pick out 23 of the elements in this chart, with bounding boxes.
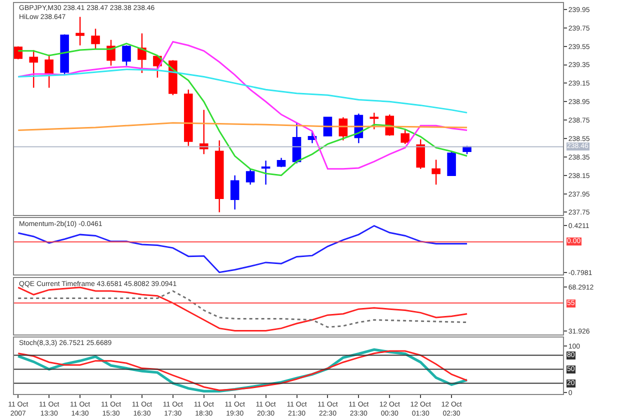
candlestick (416, 138, 425, 170)
candlestick (447, 150, 456, 176)
line-series (17, 68, 468, 114)
candlestick (184, 89, 193, 146)
candlestick (168, 60, 178, 96)
line-series (17, 122, 468, 131)
candlestick (29, 49, 38, 88)
candlestick (230, 174, 240, 210)
candlestick (432, 159, 440, 186)
candlestick (261, 160, 270, 186)
candlestick (106, 39, 116, 66)
candlestick (276, 157, 286, 168)
candlestick (214, 140, 224, 213)
candlestick (246, 168, 255, 186)
candlestick (44, 54, 54, 88)
candlestick (400, 128, 410, 145)
candlestick (60, 34, 69, 76)
candlestick (370, 112, 379, 130)
candlestick (91, 28, 100, 50)
candlestick (76, 16, 84, 46)
candlestick (14, 46, 23, 60)
candlestick (122, 44, 131, 66)
candlestick (138, 32, 146, 74)
